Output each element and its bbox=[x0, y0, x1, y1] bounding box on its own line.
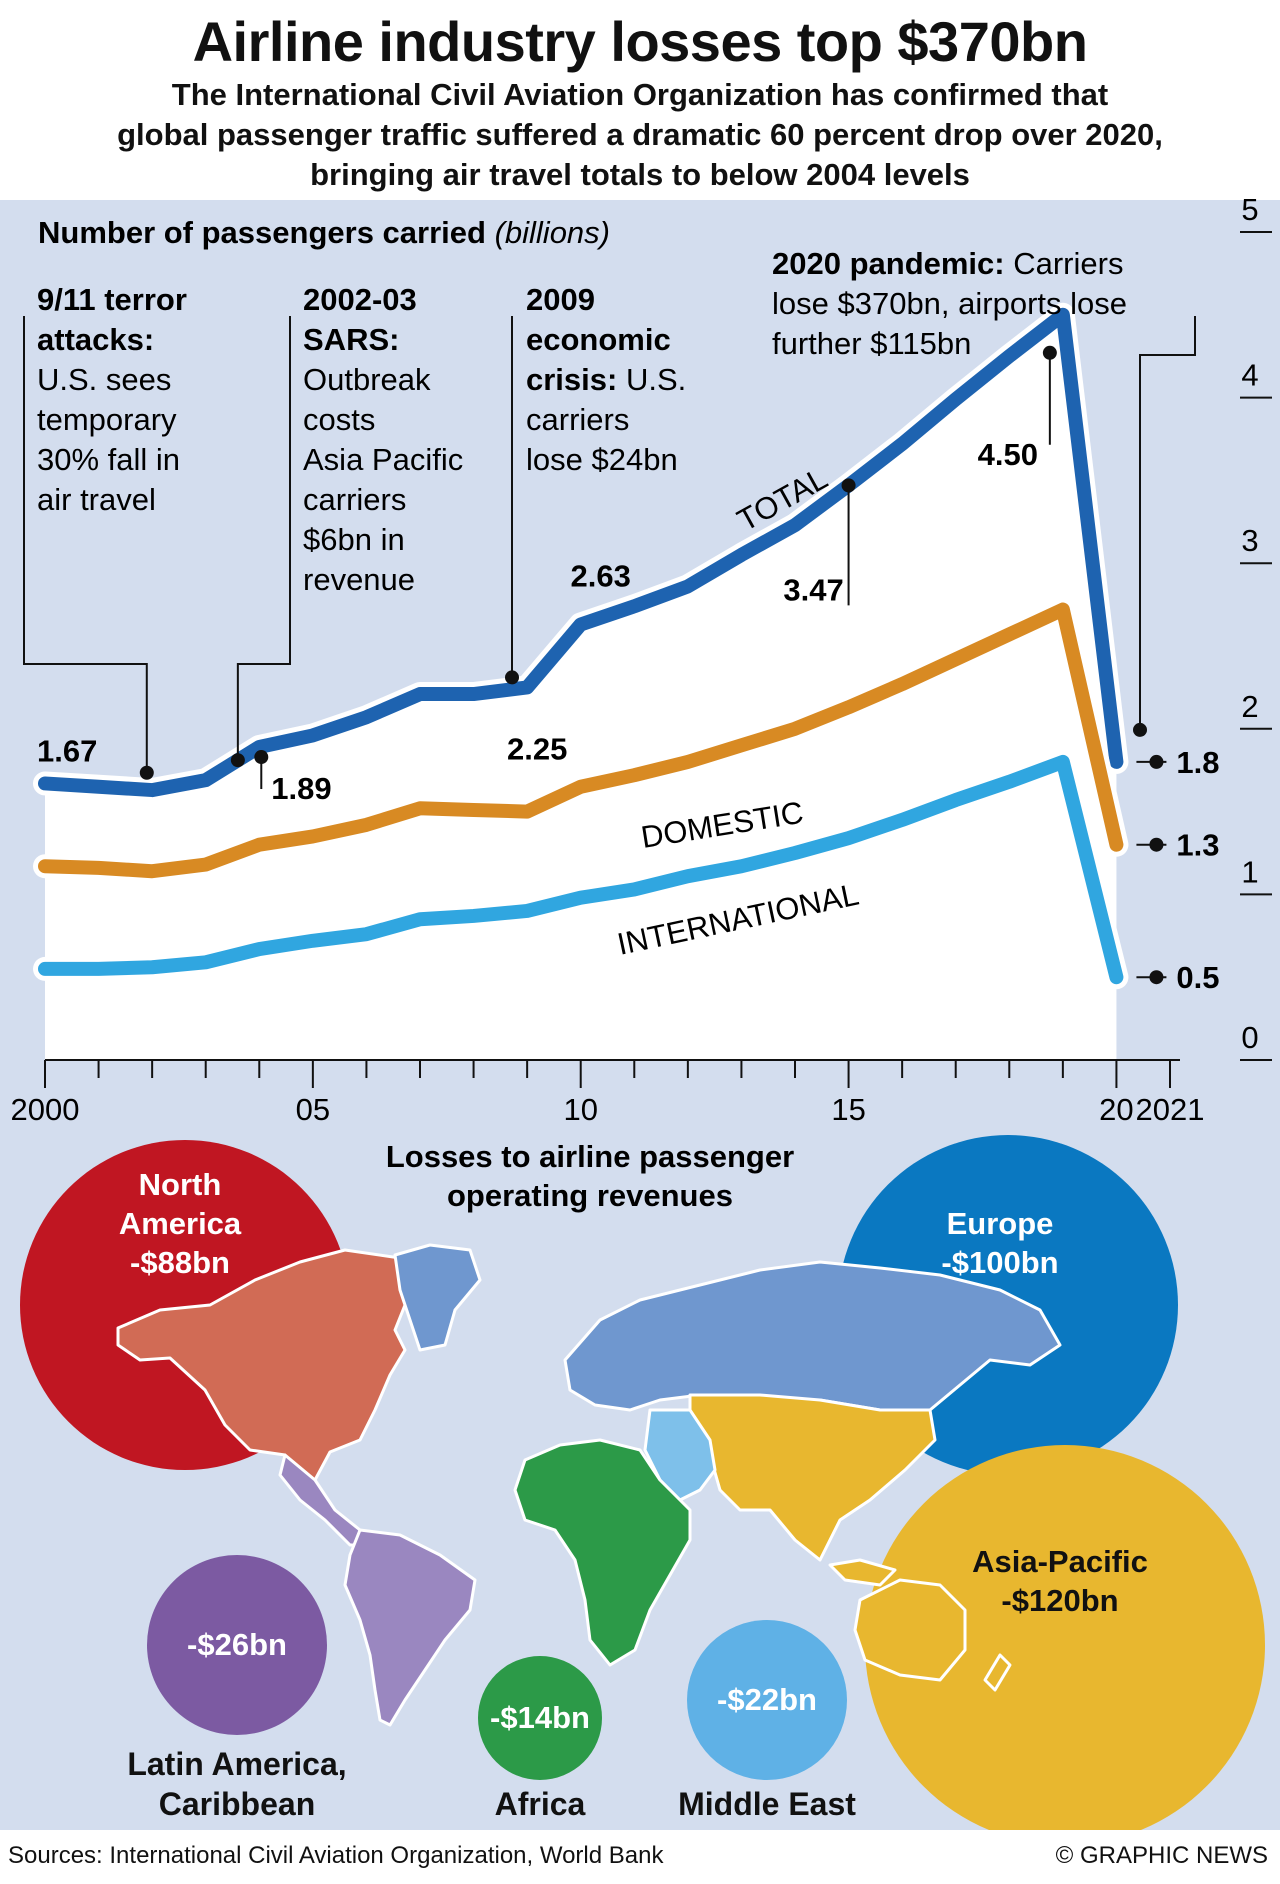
leader-dot bbox=[841, 478, 856, 493]
europe-asia-shape bbox=[563, 1260, 1062, 1412]
leader-911 bbox=[23, 316, 148, 773]
credit-text: © GRAPHIC NEWS bbox=[1055, 1842, 1268, 1869]
value-label: 1.89 bbox=[271, 771, 331, 806]
latin-america-value: -$26bn bbox=[187, 1627, 287, 1662]
leader-dot bbox=[139, 765, 154, 780]
page-title: Airline industry losses top $370bn bbox=[192, 10, 1088, 73]
value-label: 0.5 bbox=[1176, 960, 1219, 995]
infographic-graphic: Number of passengers carried (billions) … bbox=[11, 192, 1272, 1830]
asia-pacific-value: -$120bn bbox=[1001, 1583, 1118, 1618]
y-tick-label: 0 bbox=[1241, 1020, 1258, 1055]
subtitle-line-3: bringing air travel totals to below 2004… bbox=[310, 157, 970, 192]
africa-value: -$14bn bbox=[490, 1700, 590, 1735]
world-map bbox=[116, 1243, 1062, 1727]
series-lines bbox=[33, 302, 1129, 990]
subtitle-line-1: The International Civil Aviation Organiz… bbox=[171, 77, 1109, 112]
south-america-shape bbox=[343, 1528, 477, 1727]
asia-pacific-circle bbox=[865, 1445, 1265, 1830]
annotation-pandemic: 2020 pandemic: Carriers lose $370bn, airp… bbox=[772, 246, 1127, 361]
africa-shape bbox=[513, 1438, 692, 1667]
indonesia-shape bbox=[828, 1558, 897, 1587]
middle-east-circle bbox=[687, 1620, 847, 1780]
latin-america-name-line-1: Latin America, bbox=[127, 1746, 346, 1782]
leader-sars bbox=[236, 316, 291, 761]
leader-dot bbox=[1149, 970, 1164, 985]
y-tick-label: 5 bbox=[1241, 192, 1258, 227]
losses-section: Losses to airline passenger operating re… bbox=[20, 1135, 1265, 1830]
new-zealand-shape bbox=[983, 1653, 1012, 1692]
x-tick-label: 20 bbox=[1099, 1092, 1133, 1127]
subtitle-line-2: global passenger traffic suffered a dram… bbox=[117, 117, 1163, 152]
annotation-sars: 2002-03 SARS: Outbreak costs Asia Pacific car… bbox=[303, 282, 463, 597]
value-label: 2.63 bbox=[571, 558, 631, 593]
value-label: 1.8 bbox=[1176, 745, 1219, 780]
y-tick-label: 3 bbox=[1241, 523, 1258, 558]
value-label: 4.50 bbox=[978, 437, 1038, 472]
leader-pandemic bbox=[1139, 316, 1196, 730]
africa-name: Africa bbox=[495, 1786, 586, 1822]
leader-dot bbox=[1149, 837, 1164, 852]
leader-dot bbox=[1133, 722, 1147, 737]
x-tick-label: 2000 bbox=[11, 1092, 80, 1127]
x-tick-label: 15 bbox=[831, 1092, 865, 1127]
leader-dot bbox=[1042, 345, 1057, 360]
value-label: 2.25 bbox=[507, 731, 567, 766]
europe-value: -$100bn bbox=[941, 1245, 1058, 1280]
leader-dot bbox=[254, 750, 269, 765]
leader-dot bbox=[230, 753, 245, 768]
axes: 2000 05 10 15 20 2021 0 1 2 3 4 5 bbox=[11, 192, 1272, 1127]
asia-shape bbox=[688, 1393, 937, 1562]
north-america-label-line-1: North bbox=[139, 1167, 222, 1202]
y-tick-label: 4 bbox=[1241, 358, 1258, 393]
annotation-crisis: 2009 economic crisis: U.S. carriers lose $24… bbox=[526, 282, 686, 477]
header: Airline industry losses top $370bn The I… bbox=[0, 0, 1280, 200]
chart-heading: Number of passengers carried (billions) bbox=[38, 215, 610, 250]
annotations: 9/11 terror attacks: U.S. sees temporary 30%… bbox=[23, 246, 1196, 773]
y-tick-label: 2 bbox=[1241, 689, 1258, 724]
sources-text: Sources: International Civil Aviation Or… bbox=[8, 1842, 664, 1869]
latin-america-name-line-2: Caribbean bbox=[159, 1786, 315, 1822]
region-names-below: Latin America, Caribbean Africa Middle E… bbox=[127, 1746, 856, 1822]
x-tick-label: 05 bbox=[296, 1092, 330, 1127]
middle-east-shape bbox=[643, 1408, 717, 1502]
north-america-shape bbox=[116, 1248, 422, 1482]
greenland-shape bbox=[393, 1243, 482, 1352]
middle-east-name: Middle East bbox=[678, 1786, 856, 1822]
x-tick-label: 2021 bbox=[1136, 1092, 1205, 1127]
north-america-label-line-2: America bbox=[119, 1206, 242, 1241]
value-label: 3.47 bbox=[783, 572, 843, 607]
africa-circle bbox=[478, 1656, 602, 1780]
region-labels: North America -$88bn Europe -$100bn Asia… bbox=[119, 1167, 1148, 1735]
leader-dot bbox=[505, 670, 519, 685]
central-america-shape bbox=[278, 1453, 372, 1547]
leader-dot bbox=[1149, 754, 1164, 769]
middle-east-value: -$22bn bbox=[717, 1682, 817, 1717]
value-label: 1.3 bbox=[1176, 828, 1219, 863]
north-america-value: -$88bn bbox=[130, 1245, 230, 1280]
asia-pacific-label: Asia-Pacific bbox=[972, 1544, 1148, 1579]
chart-heading-units: (billions) bbox=[495, 215, 610, 250]
europe-label: Europe bbox=[947, 1206, 1054, 1241]
footer: Sources: International Civil Aviation Or… bbox=[0, 1830, 1280, 1884]
australia-shape bbox=[853, 1578, 967, 1682]
y-tick-label: 1 bbox=[1241, 854, 1258, 889]
annotation-a911: 9/11 terror attacks: U.S. sees temporary 30%… bbox=[37, 282, 187, 517]
losses-heading-line-2: operating revenues bbox=[447, 1178, 733, 1213]
x-tick-label: 10 bbox=[563, 1092, 597, 1127]
losses-heading-line-1: Losses to airline passenger bbox=[386, 1139, 794, 1174]
latin-america-circle bbox=[147, 1555, 327, 1735]
value-labels: 1.67 1.89 2.25 2.63 3.47 4.50 1.8 1.3 0.5 bbox=[37, 345, 1220, 995]
value-label: 1.67 bbox=[37, 733, 97, 768]
